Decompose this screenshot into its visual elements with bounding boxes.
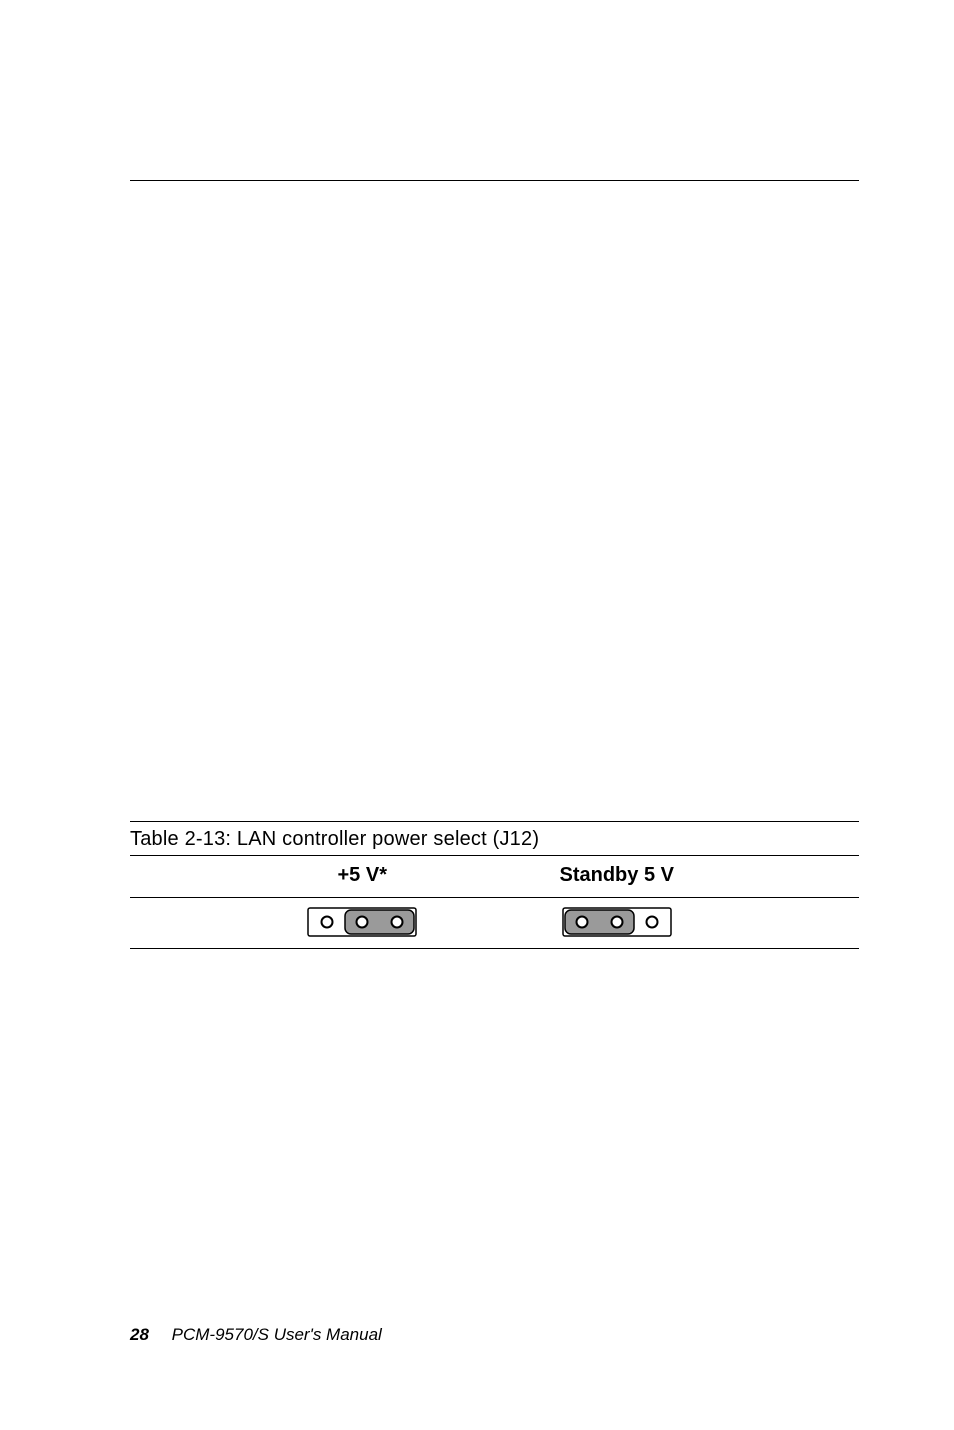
table-caption: Table 2-13: LAN controller power select …: [130, 828, 539, 850]
page-footer: 28 PCM-9570/S User's Manual: [130, 1325, 382, 1345]
jumper-diagram-standby: [561, 906, 673, 938]
jumper-diagram-5v: [306, 906, 418, 938]
table-rule-bottom: [130, 948, 859, 949]
jumper-table: Table 2-13: LAN controller power select …: [130, 821, 859, 949]
page: Table 2-13: LAN controller power select …: [0, 0, 954, 1430]
manual-title: PCM-9570/S User's Manual: [172, 1325, 382, 1344]
top-divider: [130, 180, 859, 181]
table-header-5v: +5 V*: [130, 864, 495, 887]
table-header-row: +5 V* Standby 5 V: [130, 856, 859, 897]
table-body-row: [130, 898, 859, 948]
table-header-standby: Standby 5 V: [495, 864, 860, 887]
jumper-cell-5v: [130, 906, 495, 938]
page-number: 28: [130, 1325, 149, 1344]
table-caption-row: Table 2-13: LAN controller power select …: [130, 822, 859, 855]
jumper-cell-standby: [495, 906, 860, 938]
